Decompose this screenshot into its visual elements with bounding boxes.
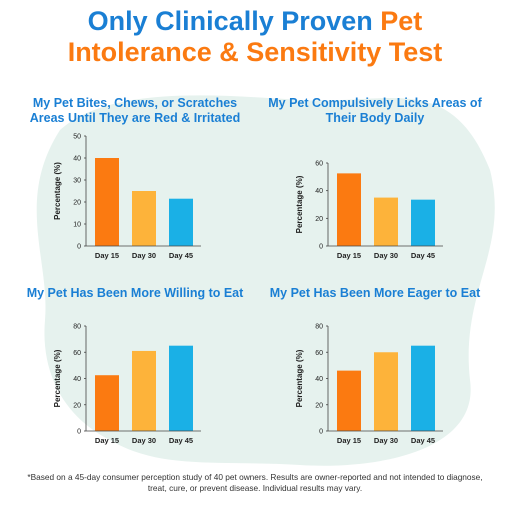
bar-day-15 <box>337 173 361 246</box>
y-tick-label: 10 <box>73 222 81 229</box>
bar-day-45 <box>169 198 193 246</box>
bar-day-30 <box>374 352 398 431</box>
bar-day-30 <box>374 197 398 246</box>
bar-day-30 <box>132 350 156 431</box>
y-tick-label: 30 <box>73 178 81 185</box>
x-tick-label: Day 15 <box>95 436 119 445</box>
bar-chart-eager: Percentage (%) 0 20 40 60 80 Day 15 Day 30 Day 4… <box>295 324 443 445</box>
y-axis-label: Percentage (%) <box>53 349 62 407</box>
y-tick-label: 0 <box>77 244 81 251</box>
y-tick-label: 0 <box>319 429 323 436</box>
footnote: *Based on a 45-day consumer perception s… <box>27 472 483 493</box>
x-tick-label: Day 45 <box>169 251 193 260</box>
y-tick-label: 20 <box>73 200 81 207</box>
y-tick-label: 40 <box>315 376 323 383</box>
bar-day-45 <box>411 345 435 431</box>
y-tick-label: 60 <box>315 161 323 168</box>
x-tick-label: Day 15 <box>337 251 361 260</box>
headline-blue-part: Only Clinically Proven <box>87 6 381 36</box>
y-tick-label: 20 <box>315 216 323 223</box>
y-tick-label: 40 <box>73 156 81 163</box>
y-tick-label: 20 <box>73 402 81 409</box>
bar-chart-willing: Percentage (%) 0 20 40 60 80 Day 15 Day 30 Day 4… <box>53 324 201 445</box>
y-tick-label: 20 <box>315 402 323 409</box>
bar-chart-licks: Percentage (%) 0 20 40 60 Day 15 Day 30 Day 45 <box>295 161 443 260</box>
y-tick-label: 50 <box>73 134 81 141</box>
bar-day-30 <box>132 191 156 246</box>
y-tick-label: 0 <box>319 244 323 251</box>
y-axis-label: Percentage (%) <box>295 349 304 407</box>
bar-day-45 <box>169 345 193 431</box>
x-tick-label: Day 15 <box>337 436 361 445</box>
x-tick-label: Day 30 <box>132 251 156 260</box>
y-axis-label: Percentage (%) <box>53 162 62 220</box>
y-tick-label: 60 <box>73 350 81 357</box>
y-tick-label: 80 <box>73 324 81 331</box>
bar-day-15 <box>95 375 119 431</box>
y-axis-label: Percentage (%) <box>295 175 304 233</box>
headline: Only Clinically Proven Pet Intolerance &… <box>0 6 510 68</box>
x-tick-label: Day 45 <box>169 436 193 445</box>
bar-day-15 <box>95 158 119 246</box>
x-tick-label: Day 30 <box>374 436 398 445</box>
headline-line2: Intolerance & Sensitivity Test <box>67 37 443 67</box>
bar-day-15 <box>337 370 361 431</box>
x-tick-label: Day 15 <box>95 251 119 260</box>
chart-title-licks: My Pet Compulsively Licks Areas of Their… <box>268 96 482 125</box>
x-tick-label: Day 30 <box>374 251 398 260</box>
y-tick-label: 40 <box>73 376 81 383</box>
chart-title-eager: My Pet Has Been More Eager to Eat <box>269 286 481 300</box>
headline-orange-part: Pet <box>380 6 423 36</box>
chart-title-bites: My Pet Bites, Chews, or Scratches Areas … <box>29 96 241 125</box>
y-tick-label: 80 <box>315 324 323 331</box>
x-tick-label: Day 45 <box>411 251 435 260</box>
y-tick-label: 40 <box>315 188 323 195</box>
y-tick-label: 0 <box>77 429 81 436</box>
chart-title-willing: My Pet Has Been More Willing to Eat <box>26 286 244 300</box>
bar-day-45 <box>411 199 435 246</box>
x-tick-label: Day 30 <box>132 436 156 445</box>
x-tick-label: Day 45 <box>411 436 435 445</box>
bar-chart-bites: Percentage (%) 0 10 20 30 40 50 Day 15 Day 30 Day… <box>53 134 201 260</box>
y-tick-label: 60 <box>315 350 323 357</box>
